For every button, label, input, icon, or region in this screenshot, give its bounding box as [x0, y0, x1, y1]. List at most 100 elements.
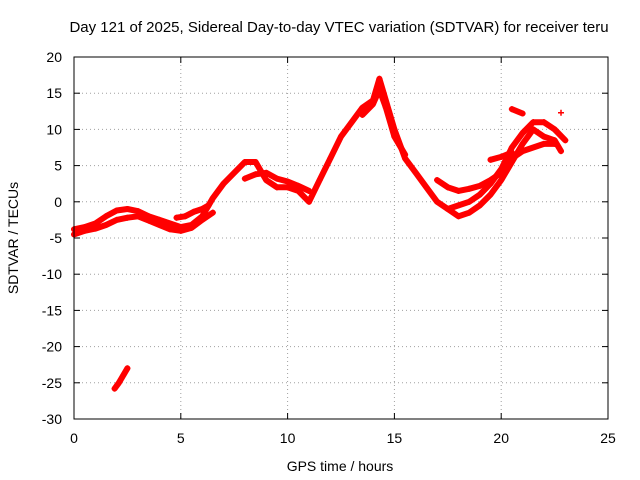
data-point: [209, 209, 216, 216]
y-tick-label: -20: [42, 339, 62, 355]
data-point: [263, 177, 270, 184]
data-point: [173, 214, 180, 221]
y-tick-label: -25: [42, 375, 62, 391]
data-series-arc-3: [173, 202, 212, 221]
data-point: [327, 155, 334, 162]
y-tick-label: 0: [54, 194, 62, 210]
data-point: [444, 184, 451, 191]
data-point: [81, 227, 88, 234]
data-point: [434, 177, 441, 184]
data-point: [284, 184, 291, 191]
data-point: [455, 202, 462, 209]
data-point: [124, 365, 131, 372]
grid-lines: [74, 57, 608, 419]
data-point: [382, 104, 389, 111]
x-tick-label: 5: [177, 430, 185, 446]
data-point: [519, 148, 526, 155]
data-point: [476, 202, 483, 209]
data-point: [530, 144, 537, 151]
data-point: [487, 180, 494, 187]
data-series-arc-10: [558, 109, 565, 116]
data-point: [530, 119, 537, 126]
data-point: [466, 198, 473, 205]
y-tick-label: -30: [42, 411, 62, 427]
data-point: [305, 198, 312, 205]
data-point: [487, 191, 494, 198]
data-point: [476, 191, 483, 198]
data-point: [434, 198, 441, 205]
x-axis-title: GPS time / hours: [287, 458, 394, 474]
data-point: [305, 187, 312, 194]
x-tick-label: 20: [493, 430, 509, 446]
data-point: [530, 126, 537, 133]
data-point: [115, 379, 122, 386]
data-point: [540, 133, 547, 140]
data-series-arc-8: [508, 106, 526, 117]
y-tick-label: 15: [46, 85, 62, 101]
data-point: [466, 209, 473, 216]
data-point: [120, 372, 127, 379]
x-tick-label: 25: [600, 430, 616, 446]
data-point: [263, 169, 270, 176]
data-point: [231, 169, 238, 176]
data-point: [199, 216, 206, 223]
data-point: [241, 158, 248, 165]
data-series-arc-2: [71, 209, 216, 238]
y-tick-label: -5: [50, 230, 63, 246]
data-point: [241, 175, 248, 182]
data-series-arc-1: [71, 75, 565, 233]
data-point: [558, 109, 565, 116]
data-point: [359, 104, 366, 111]
data-point: [295, 182, 302, 189]
data-point: [423, 184, 430, 191]
y-tick-label: 10: [46, 121, 62, 137]
y-axis-ticks: -30 -25 -20 -15 -10 -5 0 5 10 15 20: [42, 49, 608, 427]
data-point: [111, 385, 118, 392]
data-point: [551, 126, 558, 133]
data-point: [444, 206, 451, 213]
data-point: [182, 213, 189, 220]
data-point: [205, 202, 212, 209]
data-point: [135, 208, 142, 215]
data-point: [284, 178, 291, 185]
data-point: [370, 101, 377, 108]
data-point: [156, 221, 163, 228]
data-point: [124, 214, 131, 221]
data-point: [113, 207, 120, 214]
data-point: [167, 226, 174, 233]
y-tick-label: -15: [42, 302, 62, 318]
y-tick-label: 5: [54, 158, 62, 174]
data-point: [145, 217, 152, 224]
data-point: [412, 169, 419, 176]
data-point: [92, 225, 99, 232]
data-point: [103, 221, 110, 228]
data-point: [519, 110, 526, 117]
data-point: [466, 185, 473, 192]
data-series-arc-4: [241, 169, 312, 194]
data-point: [551, 140, 558, 147]
series-trace: [111, 365, 131, 392]
data-series-arc-7: [444, 119, 569, 213]
data-point: [209, 195, 216, 202]
data-point: [376, 75, 383, 82]
data-point: [391, 133, 398, 140]
data-point: [455, 213, 462, 220]
y-tick-label: -10: [42, 266, 62, 282]
data-series-arc-11: [111, 365, 131, 392]
data-point: [167, 220, 174, 227]
data-point: [498, 153, 505, 160]
data-point: [135, 213, 142, 220]
data-point: [562, 137, 569, 144]
data-point: [476, 182, 483, 189]
data-point: [359, 111, 366, 118]
data-point: [519, 140, 526, 147]
data-point: [540, 119, 547, 126]
data-point: [177, 227, 184, 234]
data-point: [124, 206, 131, 213]
y-tick-label: 20: [46, 49, 62, 65]
x-tick-label: 0: [70, 430, 78, 446]
data-point: [376, 86, 383, 93]
data-point: [508, 149, 515, 156]
data-point: [540, 140, 547, 147]
